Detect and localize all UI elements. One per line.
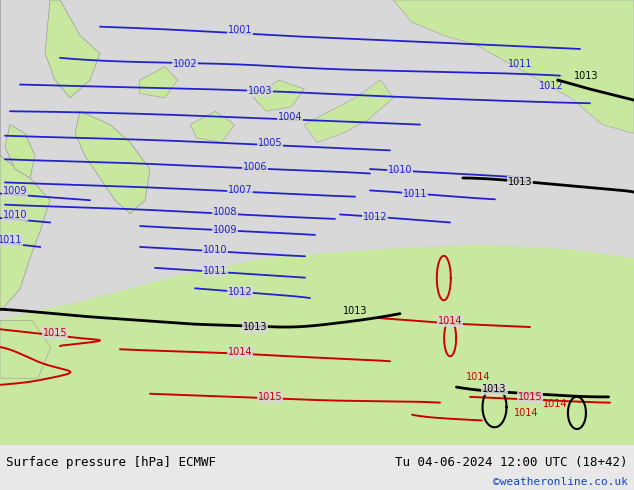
Text: 1015: 1015 [257, 392, 282, 402]
Text: ©weatheronline.co.uk: ©weatheronline.co.uk [493, 477, 628, 487]
Text: 1001: 1001 [228, 25, 252, 35]
Text: 1010: 1010 [203, 245, 227, 255]
Text: 1013: 1013 [574, 71, 598, 81]
Text: 1013: 1013 [243, 322, 268, 332]
Polygon shape [139, 67, 178, 98]
Text: 1013: 1013 [343, 306, 367, 316]
Text: 1012: 1012 [363, 212, 387, 222]
Text: 1012: 1012 [228, 287, 252, 297]
Text: 1013: 1013 [508, 176, 532, 187]
Text: 1010: 1010 [3, 210, 27, 221]
Text: 1003: 1003 [248, 86, 272, 96]
Text: 1002: 1002 [172, 59, 197, 69]
Polygon shape [75, 111, 150, 214]
Text: 1004: 1004 [278, 113, 302, 122]
Polygon shape [0, 320, 51, 378]
Polygon shape [45, 0, 100, 98]
Text: 1009: 1009 [213, 224, 237, 235]
Text: 1015: 1015 [42, 328, 67, 338]
Polygon shape [393, 0, 634, 133]
Polygon shape [254, 80, 304, 111]
Text: 1014: 1014 [543, 399, 567, 409]
Polygon shape [190, 111, 235, 143]
Text: 1014: 1014 [514, 408, 538, 418]
Text: Surface pressure [hPa] ECMWF: Surface pressure [hPa] ECMWF [6, 456, 216, 468]
Text: 1007: 1007 [228, 185, 252, 195]
Text: 1014: 1014 [467, 372, 491, 382]
Polygon shape [304, 80, 393, 143]
Text: 1011: 1011 [0, 235, 22, 245]
Text: 1011: 1011 [203, 267, 227, 276]
Text: 1005: 1005 [257, 138, 282, 148]
Polygon shape [0, 245, 634, 445]
Text: 1008: 1008 [213, 207, 237, 217]
Text: 1013: 1013 [482, 384, 507, 394]
Text: 1014: 1014 [437, 316, 462, 326]
Polygon shape [5, 124, 35, 178]
Text: 1012: 1012 [540, 81, 564, 91]
Text: 1010: 1010 [388, 166, 412, 175]
Text: 1015: 1015 [518, 392, 542, 402]
Polygon shape [0, 0, 50, 312]
Text: 1009: 1009 [3, 186, 27, 196]
Text: 1006: 1006 [243, 162, 268, 172]
Text: Tu 04-06-2024 12:00 UTC (18+42): Tu 04-06-2024 12:00 UTC (18+42) [395, 456, 628, 468]
Text: 1011: 1011 [403, 189, 427, 198]
Text: 1014: 1014 [228, 347, 252, 357]
Text: 1011: 1011 [508, 59, 532, 69]
